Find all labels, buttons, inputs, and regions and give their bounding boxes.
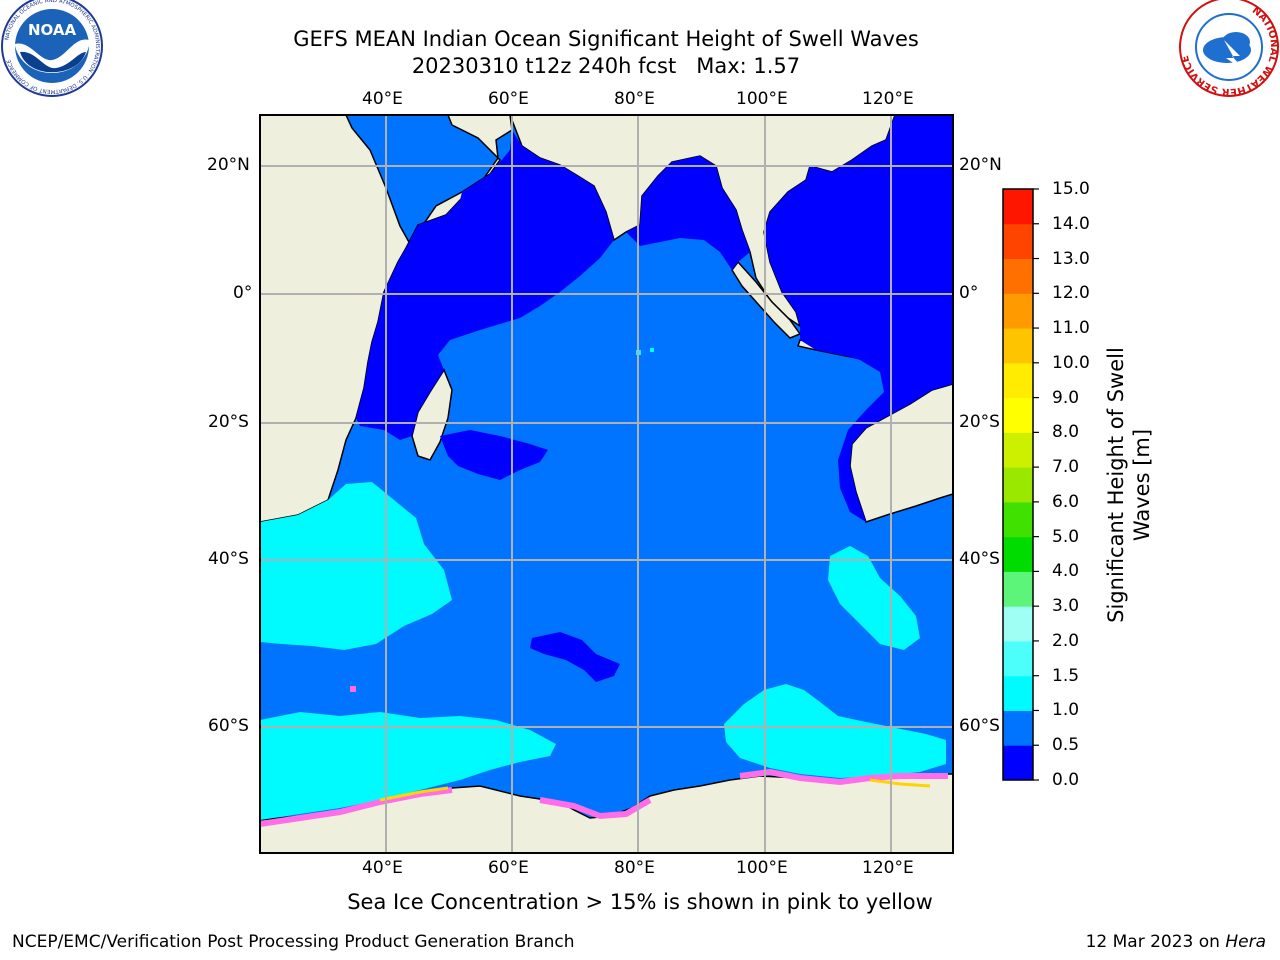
colorbar-segment	[1003, 710, 1033, 746]
lon-label-bottom-120e: 120°E	[862, 858, 914, 878]
colorbar-tick-label: 15.0	[1052, 179, 1090, 199]
lat-label-left-0: 0°	[233, 283, 253, 303]
colorbar	[1002, 188, 1039, 781]
colorbar-tick-label: 2.0	[1052, 630, 1080, 651]
colorbar-tick-label: 0.0	[1052, 770, 1080, 790]
colorbar-tick-label: 12.0	[1052, 283, 1090, 304]
lon-label-top-80e: 80°E	[614, 89, 655, 109]
lon-label-top-60e: 60°E	[488, 89, 529, 109]
swell-low-regions	[356, 115, 953, 682]
lat-label-left-20n: 20°N	[207, 155, 250, 175]
lat-label-left-60s: 60°S	[208, 716, 249, 736]
colorbar-segment	[1003, 223, 1033, 260]
lon-label-bottom-60e: 60°E	[488, 858, 529, 878]
lon-label-bottom-80e: 80°E	[614, 858, 655, 878]
colorbar-label: Significant Height of Swell Waves [m]	[1104, 347, 1154, 623]
colorbar-tick-label: 9.0	[1052, 387, 1080, 408]
footer-machine: Hera	[1225, 932, 1266, 952]
land-africa-arabia	[260, 115, 513, 523]
colorbar-segment	[1003, 397, 1033, 433]
colorbar-tick-label: 4.0	[1052, 561, 1080, 582]
colorbar-tick-label: 3.0	[1052, 596, 1080, 617]
lon-label-bottom-100e: 100°E	[736, 858, 788, 878]
map-frame	[259, 114, 954, 854]
lon-label-bottom-40e: 40°E	[362, 858, 403, 878]
colorbar-segment	[1003, 362, 1033, 399]
map	[259, 114, 954, 854]
colorbar-segment	[1003, 606, 1033, 642]
colorbar-segment	[1003, 571, 1033, 607]
colorbar-tick-label: 10.0	[1052, 352, 1090, 373]
lat-label-right-20n: 20°N	[959, 155, 1002, 175]
footer-date-text: 12 Mar 2023 on	[1085, 932, 1220, 952]
lat-label-right-20s: 20°S	[959, 412, 1000, 432]
colorbar-tick-label: 1.0	[1052, 700, 1080, 721]
colorbar-segment	[1003, 536, 1033, 572]
colorbar-frame	[1002, 188, 1034, 781]
colorbar-tick-label: 0.5	[1052, 735, 1080, 756]
colorbar-segment	[1003, 432, 1033, 468]
colorbar-tick-label: 6.0	[1052, 491, 1080, 512]
colorbar-segment	[1003, 745, 1033, 781]
lat-label-right-60s: 60°S	[959, 716, 1000, 736]
colorbar-tick-label: 7.0	[1052, 457, 1080, 478]
colorbar-tick-label: 13.0	[1052, 248, 1090, 269]
nws-logo: NATIONAL WEATHER SERVICE	[1179, 0, 1279, 97]
chart-subtitle: 20230310 t12z 240h fcst Max: 1.57	[411, 54, 801, 78]
footer-date: 12 Mar 2023 on Hera	[1086, 932, 1266, 952]
lon-label-top-100e: 100°E	[736, 89, 788, 109]
lat-label-right-40s: 40°S	[959, 549, 1000, 569]
colorbar-segment	[1003, 467, 1033, 503]
colorbar-segment	[1003, 640, 1033, 677]
sea-ice-note: Sea Ice Concentration > 15% is shown in …	[347, 890, 933, 914]
colorbar-tick-label: 8.0	[1052, 422, 1080, 443]
colorbar-segment	[1003, 675, 1033, 711]
noaa-logo: NOAA NATIONAL OCEANIC AND ATMOSPHERIC AD…	[1, 0, 103, 97]
colorbar-tick-label: 14.0	[1052, 213, 1090, 234]
lat-label-left-20s: 20°S	[208, 412, 249, 432]
lon-label-top-40e: 40°E	[362, 89, 403, 109]
chart-title: GEFS MEAN Indian Ocean Significant Heigh…	[293, 27, 919, 51]
footer-credit: NCEP/EMC/Verification Post Processing Pr…	[12, 932, 575, 952]
noaa-logo-text: NOAA	[28, 21, 77, 39]
colorbar-tick-label: 1.5	[1052, 665, 1080, 686]
colorbar-tick-label: 5.0	[1052, 526, 1080, 547]
colorbar-segment	[1003, 258, 1033, 294]
colorbar-segment	[1003, 189, 1033, 225]
lat-label-left-40s: 40°S	[208, 549, 249, 569]
sea-ice-edge	[260, 686, 948, 827]
colorbar-tick-label: 11.0	[1052, 318, 1090, 339]
lat-label-right-0: 0°	[959, 283, 979, 303]
graticule	[260, 115, 953, 853]
colorbar-segment	[1003, 501, 1033, 538]
colorbar-segment	[1003, 328, 1033, 364]
colorbar-segment	[1003, 293, 1033, 329]
lon-label-top-120e: 120°E	[862, 89, 914, 109]
